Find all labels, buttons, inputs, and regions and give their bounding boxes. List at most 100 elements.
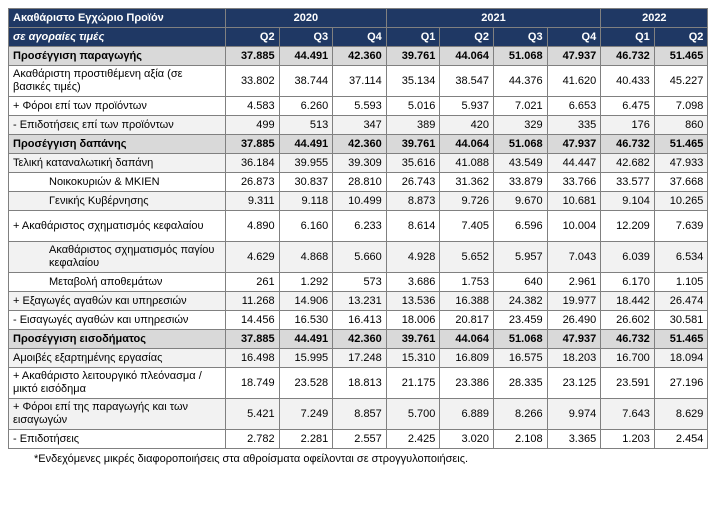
year-header: 2022 [600, 8, 709, 28]
value-cell: 5.937 [439, 96, 494, 116]
value-cell: 36.184 [225, 153, 280, 173]
value-cell: 3.020 [439, 429, 494, 449]
value-cell: 176 [600, 115, 655, 135]
value-cell: 9.104 [600, 191, 655, 211]
value-cell: 43.549 [492, 153, 548, 173]
value-cell: 15.995 [278, 348, 334, 368]
value-cell: 26.602 [600, 310, 655, 330]
value-cell: 9.311 [225, 191, 280, 211]
value-cell: 44.447 [546, 153, 602, 173]
value-cell: 15.310 [385, 348, 441, 368]
row-label: - Επιδοτήσεις [8, 429, 226, 449]
value-cell: 1.292 [278, 272, 334, 292]
exports-row: + Εξαγωγές αγαθών και υπηρεσιών 11.268 14.… [8, 291, 709, 311]
value-cell: 31.362 [439, 172, 494, 192]
value-cell: 2.454 [653, 429, 709, 449]
header-row-quarters: σε αγοραίες τιμές Q2 Q3 Q4 Q1 Q2 Q3 Q4 Q… [8, 27, 709, 47]
value-cell: 16.413 [332, 310, 387, 330]
value-cell: 640 [492, 272, 548, 292]
value-cell: 18.813 [332, 367, 387, 399]
value-cell: 38.744 [278, 65, 334, 97]
value-cell: 18.203 [546, 348, 602, 368]
value-cell: 335 [546, 115, 602, 135]
value-cell: 12.209 [600, 210, 655, 242]
value-cell: 8.857 [332, 398, 387, 430]
value-cell: 45.227 [653, 65, 709, 97]
row-label: Τελική καταναλωτική δαπάνη [8, 153, 226, 173]
value-cell: 27.196 [653, 367, 709, 399]
row-label: Ακαθάριστη προστιθέμενη αξία (σε βασικές… [8, 65, 226, 97]
quarter-header: Q2 [653, 27, 709, 47]
value-cell: 30.581 [653, 310, 709, 330]
gdp-table: Ακαθάριστο Εγχώριο Προϊόν 2020 2021 2022… [8, 8, 709, 449]
quarter-header: Q3 [278, 27, 334, 47]
value-cell: 44.491 [278, 329, 334, 349]
value-cell: 7.643 [600, 398, 655, 430]
row-label: + Εξαγωγές αγαθών και υπηρεσιών [8, 291, 226, 311]
table-title: Ακαθάριστο Εγχώριο Προϊόν [8, 8, 226, 28]
value-cell: 8.614 [385, 210, 441, 242]
value-cell: 4.629 [225, 241, 280, 273]
value-cell: 5.016 [385, 96, 441, 116]
value-cell: 4.583 [225, 96, 280, 116]
row-label: + Ακαθάριστος σχηματισμός κεφαλαίου [8, 210, 226, 242]
value-cell: 8.629 [653, 398, 709, 430]
value-cell: 6.160 [278, 210, 334, 242]
value-cell: 44.064 [439, 329, 494, 349]
value-cell: 1.203 [600, 429, 655, 449]
value-cell: 8.873 [385, 191, 441, 211]
value-cell: 44.376 [492, 65, 548, 97]
value-cell: 39.761 [385, 329, 441, 349]
value-cell: 23.386 [439, 367, 494, 399]
value-cell: 38.547 [439, 65, 494, 97]
value-cell: 573 [332, 272, 387, 292]
value-cell: 2.281 [278, 429, 334, 449]
value-cell: 41.088 [439, 153, 494, 173]
value-cell: 329 [492, 115, 548, 135]
row-label: + Φόροι επί των προϊόντων [8, 96, 226, 116]
row-label: Προσέγγιση παραγωγής [8, 46, 226, 66]
value-cell: 28.335 [492, 367, 548, 399]
value-cell: 14.906 [278, 291, 334, 311]
value-cell: 44.491 [278, 46, 334, 66]
value-cell: 513 [278, 115, 334, 135]
value-cell: 47.937 [546, 329, 602, 349]
value-cell: 1.105 [653, 272, 709, 292]
value-cell: 23.125 [546, 367, 602, 399]
inventory-change-row: Μεταβολή αποθεμάτων 261 1.292 573 3.686 1.753… [8, 272, 709, 292]
value-cell: 41.620 [546, 65, 602, 97]
row-label: + Ακαθάριστο λειτουργικό πλεόνασμα / μικ… [8, 367, 226, 399]
value-cell: 6.170 [600, 272, 655, 292]
gross-value-added-row: Ακαθάριστη προστιθέμενη αξία (σε βασικές… [8, 65, 709, 97]
value-cell: 4.890 [225, 210, 280, 242]
value-cell: 17.248 [332, 348, 387, 368]
value-cell: 13.231 [332, 291, 387, 311]
value-cell: 389 [385, 115, 441, 135]
value-cell: 13.536 [385, 291, 441, 311]
income-approach-row: Προσέγγιση εισοδήματος 37.885 44.491 42.360… [8, 329, 709, 349]
table-subtitle: σε αγοραίες τιμές [8, 27, 226, 47]
value-cell: 10.681 [546, 191, 602, 211]
value-cell: 1.753 [439, 272, 494, 292]
value-cell: 35.134 [385, 65, 441, 97]
value-cell: 420 [439, 115, 494, 135]
row-label: - Εισαγωγές αγαθών και υπηρεσιών [8, 310, 226, 330]
value-cell: 37.885 [225, 134, 280, 154]
value-cell: 7.405 [439, 210, 494, 242]
value-cell: 33.879 [492, 172, 548, 192]
value-cell: 6.534 [653, 241, 709, 273]
value-cell: 5.593 [332, 96, 387, 116]
value-cell: 46.732 [600, 46, 655, 66]
value-cell: 2.425 [385, 429, 441, 449]
value-cell: 30.837 [278, 172, 334, 192]
value-cell: 37.668 [653, 172, 709, 192]
subsidies-row: - Επιδοτήσεις 2.782 2.281 2.557 2.425 3.020 2.… [8, 429, 709, 449]
value-cell: 261 [225, 272, 280, 292]
value-cell: 16.530 [278, 310, 334, 330]
value-cell: 26.873 [225, 172, 280, 192]
value-cell: 2.557 [332, 429, 387, 449]
value-cell: 37.114 [332, 65, 387, 97]
value-cell: 6.596 [492, 210, 548, 242]
value-cell: 51.068 [492, 329, 548, 349]
value-cell: 9.118 [278, 191, 334, 211]
